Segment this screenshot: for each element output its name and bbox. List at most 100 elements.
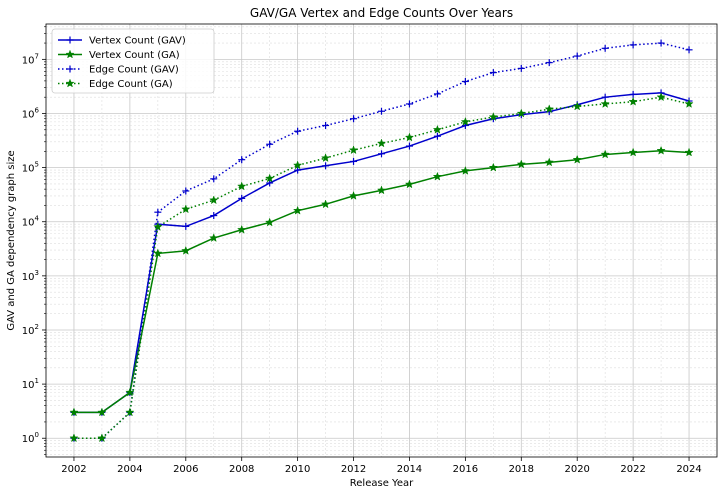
y-tick-label: 102 xyxy=(22,323,39,337)
data-point xyxy=(348,190,359,200)
legend-marker xyxy=(65,49,75,59)
axes: 100 101 102 103 104 105 106 107 2002 2004 2006 2008… xyxy=(22,23,718,475)
y-tick-label: 101 xyxy=(22,377,39,391)
y-tick-label: 106 xyxy=(22,106,40,120)
y-axis-label: GAV and GA dependency graph size xyxy=(6,150,17,330)
y-tick-label: 105 xyxy=(22,161,39,175)
data-point xyxy=(264,173,275,183)
legend-box xyxy=(51,28,215,94)
data-point xyxy=(153,222,163,231)
legend-marker xyxy=(66,36,74,44)
series-layer xyxy=(69,39,694,443)
series-3 xyxy=(69,92,694,443)
data-point xyxy=(210,212,218,220)
data-point xyxy=(460,116,471,126)
data-point xyxy=(572,101,582,111)
data-point xyxy=(432,124,443,134)
data-point xyxy=(601,44,609,52)
x-tick-label: 2002 xyxy=(61,464,86,475)
data-point xyxy=(154,208,162,216)
data-point xyxy=(656,145,666,155)
data-point xyxy=(404,179,415,189)
data-point xyxy=(125,407,135,417)
data-point xyxy=(237,224,247,234)
data-point xyxy=(292,160,303,170)
data-point xyxy=(97,407,107,417)
y-tick-label: 104 xyxy=(22,215,40,229)
data-point xyxy=(460,165,471,175)
data-point xyxy=(182,222,190,230)
y-tick-label: 103 xyxy=(22,269,39,283)
data-point xyxy=(405,100,413,108)
data-point xyxy=(322,162,330,170)
y-tick-label: 107 xyxy=(22,52,39,66)
data-point xyxy=(432,171,443,181)
data-point xyxy=(684,99,694,108)
data-point xyxy=(153,248,163,258)
data-point xyxy=(209,195,219,205)
data-point xyxy=(629,41,637,49)
data-point xyxy=(320,199,331,209)
legend-label: Vertex Count (GAV) xyxy=(89,36,186,47)
data-point xyxy=(292,205,303,215)
data-point xyxy=(516,108,526,118)
legend-label: Vertex Count (GA) xyxy=(89,50,180,61)
data-point xyxy=(348,145,359,155)
data-point xyxy=(97,433,107,443)
legend: Vertex Count (GAV) Vertex Count (GA) Edge … xyxy=(51,28,215,94)
data-point xyxy=(378,107,385,115)
data-point xyxy=(628,147,638,157)
x-tick-label: 2010 xyxy=(285,464,310,475)
x-tick-label: 2006 xyxy=(173,464,198,475)
legend-item: Edge Count (GA) xyxy=(58,78,173,90)
data-point xyxy=(350,115,358,123)
x-tick-label: 2014 xyxy=(397,464,422,475)
data-point xyxy=(294,166,302,174)
data-point xyxy=(544,104,554,114)
legend-item: Vertex Count (GA) xyxy=(58,49,180,61)
data-point xyxy=(544,157,554,167)
x-tick-label: 2008 xyxy=(229,464,254,475)
x-tick-label: 2020 xyxy=(564,464,589,475)
data-point xyxy=(181,245,191,255)
data-point xyxy=(237,181,247,191)
data-point xyxy=(376,185,387,195)
x-tick-label: 2016 xyxy=(453,464,478,475)
data-point xyxy=(376,138,387,148)
data-point xyxy=(266,179,274,187)
data-point xyxy=(294,127,302,135)
plot-frame xyxy=(45,23,718,458)
data-point xyxy=(320,153,331,163)
data-point xyxy=(600,149,610,159)
data-point xyxy=(517,64,525,72)
x-axis-label: Release Year xyxy=(350,478,414,489)
x-tick-label: 2004 xyxy=(117,464,142,475)
legend-label: Edge Count (GAV) xyxy=(89,65,179,76)
legend-marker xyxy=(66,65,74,73)
data-point xyxy=(125,387,135,397)
data-point xyxy=(238,194,246,202)
data-point xyxy=(182,187,190,195)
data-point xyxy=(685,46,693,54)
data-point xyxy=(210,175,218,183)
legend-item: Edge Count (GAV) xyxy=(58,65,179,76)
data-point xyxy=(264,217,275,227)
x-tick-label: 2022 xyxy=(620,464,645,475)
data-point xyxy=(461,77,469,85)
data-point xyxy=(238,156,246,164)
data-point xyxy=(69,433,79,443)
data-point xyxy=(573,52,581,60)
data-point xyxy=(600,99,610,108)
data-point xyxy=(69,407,79,417)
grid xyxy=(46,24,717,457)
data-point xyxy=(488,162,499,172)
data-point xyxy=(405,142,413,150)
data-point xyxy=(657,39,665,47)
x-tick-label: 2024 xyxy=(676,464,701,475)
data-point xyxy=(684,147,694,157)
legend-item: Vertex Count (GAV) xyxy=(58,36,186,47)
data-point xyxy=(545,59,553,67)
data-point xyxy=(628,96,638,106)
data-point xyxy=(404,132,415,142)
data-point xyxy=(516,159,526,169)
